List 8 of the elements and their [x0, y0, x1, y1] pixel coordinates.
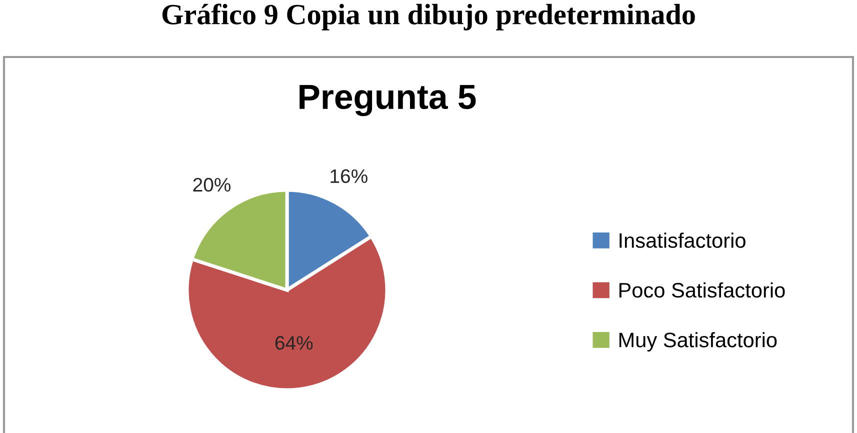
data-label: 20% — [193, 178, 231, 192]
legend-label: Insatisfactorio — [620, 232, 746, 248]
legend-label: Muy Satisfactorio — [619, 332, 777, 352]
data-label: 16% — [330, 169, 368, 184]
data-label: 64% — [275, 336, 313, 350]
text: Gráfico 9 Copia un dibujo predeterminado — [162, 4, 695, 30]
legend-label: Poco Satisfactorio — [619, 282, 785, 298]
chart-title: Pregunta 5 — [300, 84, 476, 116]
